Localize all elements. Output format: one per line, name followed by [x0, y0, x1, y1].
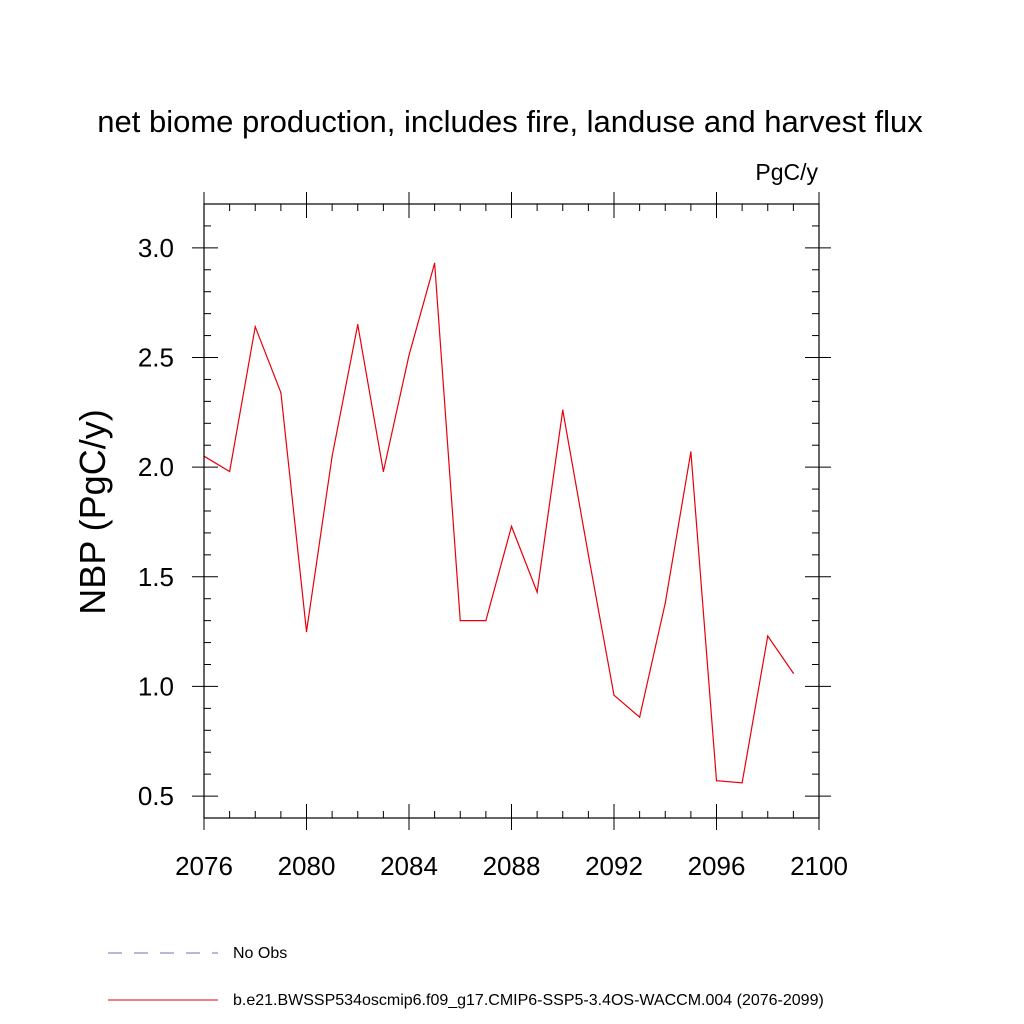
plot-frame	[203, 203, 820, 819]
y-tick-label: 3.0	[138, 233, 174, 263]
data-point	[690, 451, 692, 453]
data-point	[382, 470, 384, 473]
data-point	[715, 780, 718, 782]
x-tick-label: 2100	[790, 851, 848, 881]
x-tick-label: 2092	[585, 851, 643, 881]
data-point	[639, 716, 641, 718]
data-point	[254, 326, 256, 328]
chart-title: net biome production, includes fire, lan…	[97, 104, 923, 139]
data-point	[767, 635, 769, 637]
data-point	[408, 354, 410, 356]
series-line	[203, 263, 794, 784]
data-point	[305, 631, 308, 633]
data-point	[510, 525, 513, 527]
data-point	[536, 591, 538, 593]
data-point	[434, 262, 436, 264]
series-layer	[203, 262, 794, 784]
legend-no-obs-label: No Obs	[233, 945, 287, 962]
data-point	[741, 782, 743, 784]
data-point	[562, 409, 564, 411]
data-point	[357, 324, 359, 326]
data-point	[280, 391, 282, 394]
x-axis-ticks: 2076 2080 2084 2088 2092 2096 2100	[175, 192, 848, 881]
x-tick-label: 2088	[483, 851, 541, 881]
x-tick-label: 2084	[380, 851, 438, 881]
x-tick-label: 2080	[278, 851, 336, 881]
data-point	[485, 620, 487, 622]
y-axis-ticks: 0.5 1.0 1.5 2.0 2.5 3.0	[138, 225, 831, 811]
data-point	[792, 672, 794, 674]
legend: No Obs b.e21.BWSSP534oscmip6.f09_g17.CMI…	[108, 945, 824, 1009]
y-tick-label: 0.5	[138, 781, 174, 811]
x-tick-label: 2076	[175, 851, 233, 881]
y-tick-label: 1.0	[138, 671, 174, 701]
data-point	[229, 470, 231, 473]
y-tick-label: 1.5	[138, 562, 174, 592]
data-point	[331, 455, 333, 457]
y-axis-label: NBP (PgC/y)	[72, 409, 113, 614]
y-tick-label: 2.0	[138, 452, 174, 482]
legend-series-label: b.e21.BWSSP534oscmip6.f09_g17.CMIP6-SSP5…	[233, 992, 824, 1009]
data-point	[459, 620, 461, 622]
units-label: PgC/y	[755, 159, 818, 185]
y-tick-label: 2.5	[138, 343, 174, 373]
x-tick-label: 2096	[688, 851, 746, 881]
data-point	[613, 694, 615, 696]
data-point	[664, 602, 666, 604]
data-point	[587, 554, 589, 556]
